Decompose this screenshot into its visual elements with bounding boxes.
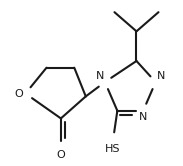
Text: HS: HS (105, 144, 120, 154)
Text: O: O (57, 150, 65, 160)
Text: O: O (15, 88, 24, 99)
Text: N: N (96, 71, 104, 81)
Text: N: N (139, 112, 147, 122)
Text: N: N (157, 71, 165, 81)
